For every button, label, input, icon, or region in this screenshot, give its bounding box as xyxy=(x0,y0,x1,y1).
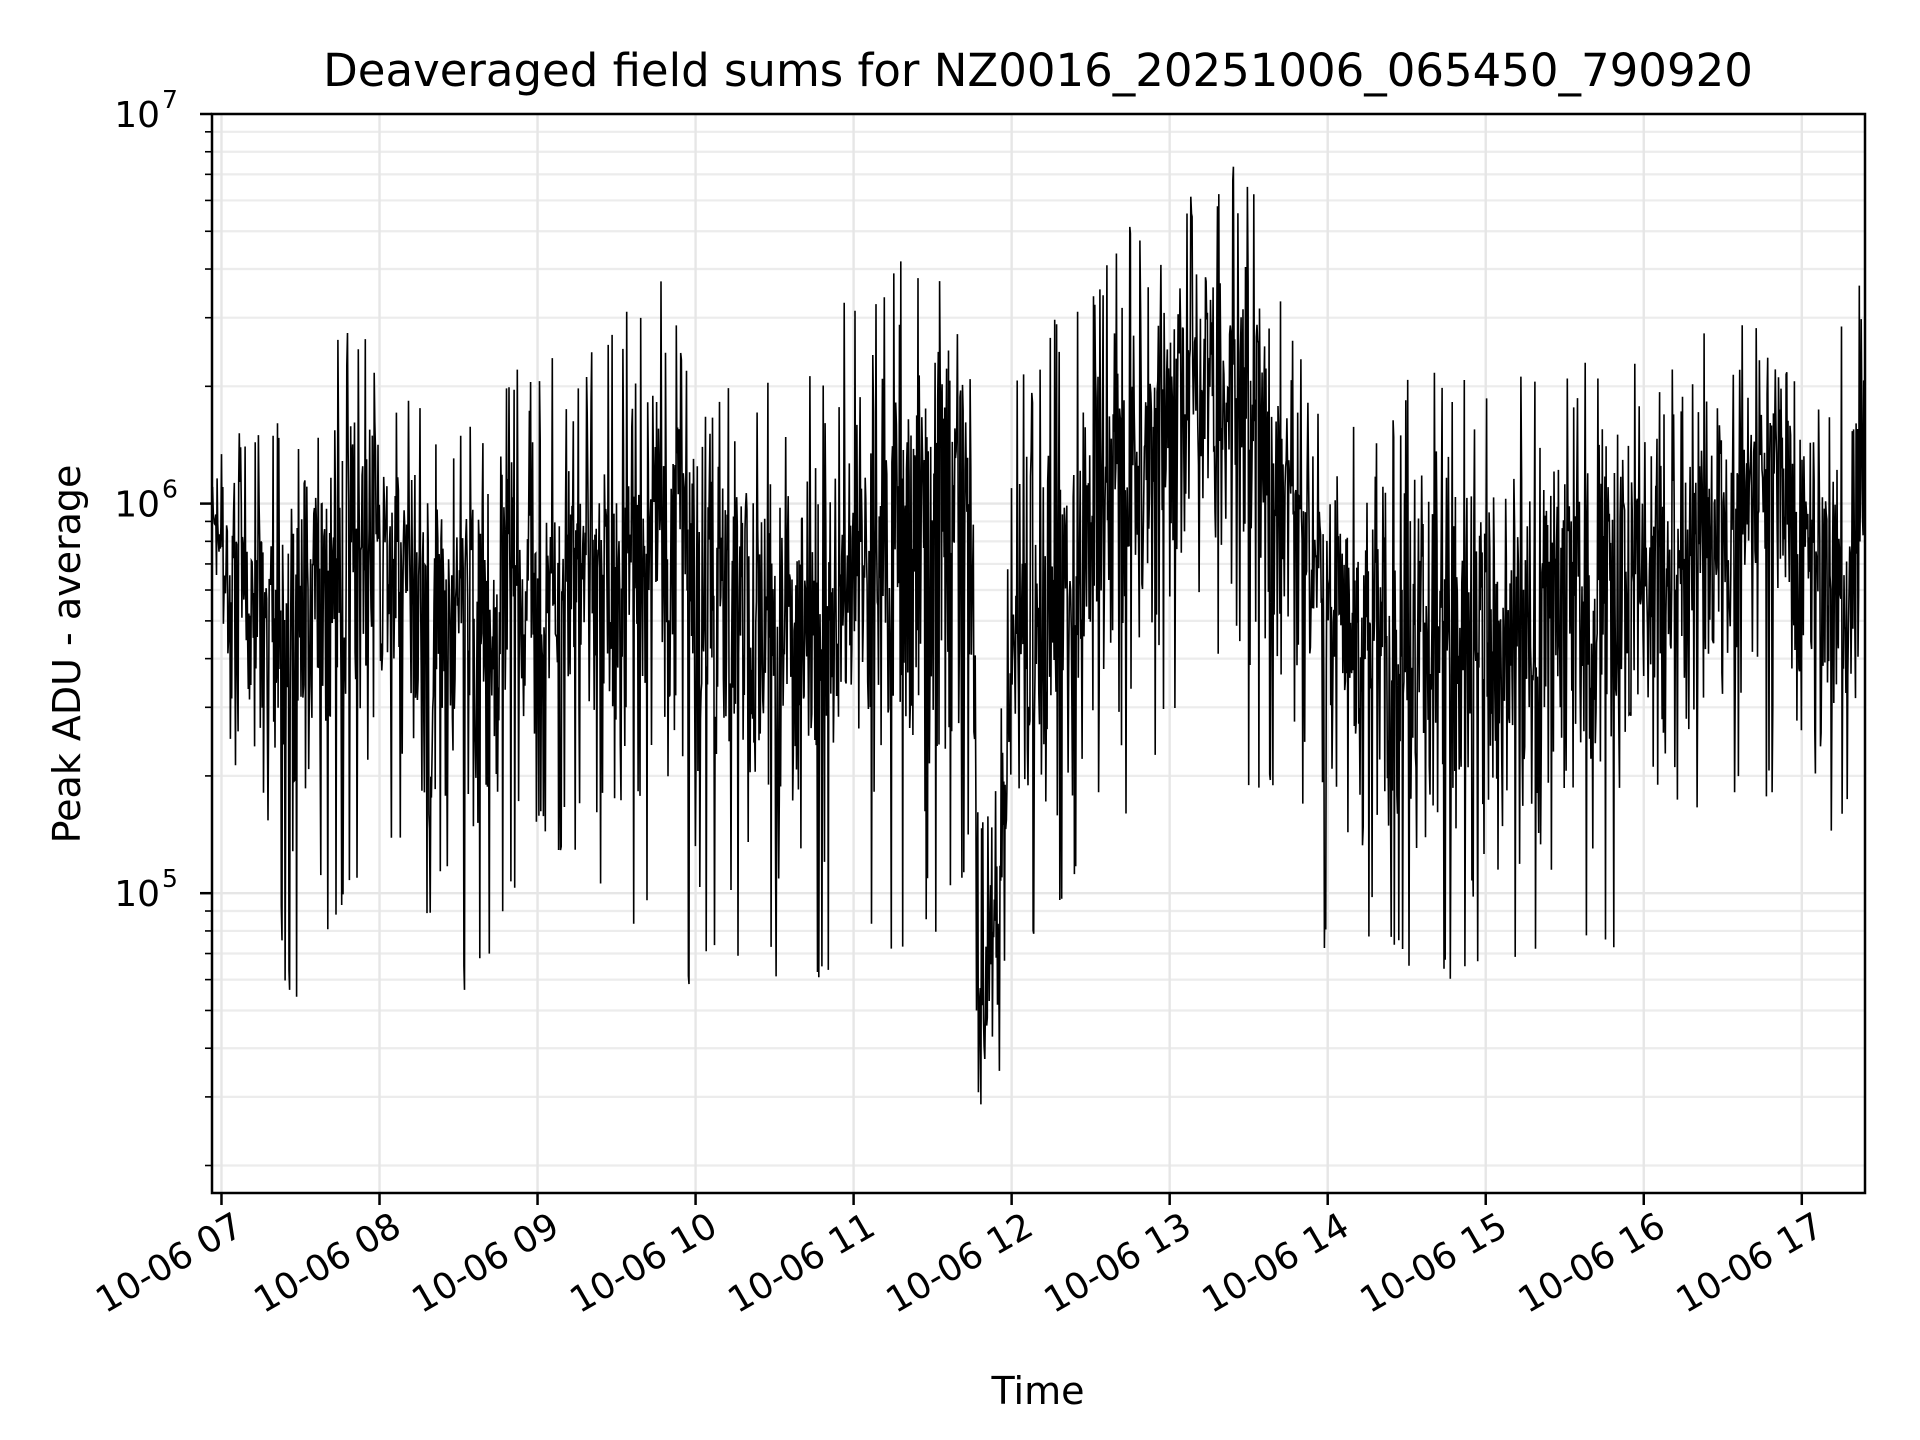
x-tick-label: 10-06 09 xyxy=(405,1205,566,1321)
y-axis-label: Peak ADU - average xyxy=(45,465,89,844)
x-axis-label: Time xyxy=(991,1369,1085,1413)
chart-title: Deaveraged field sums for NZ0016_2025100… xyxy=(323,44,1753,97)
x-tick-label: 10-06 14 xyxy=(1196,1205,1357,1321)
x-tick-label: 10-06 07 xyxy=(89,1205,250,1321)
x-tick-label: 10-06 08 xyxy=(247,1205,408,1321)
y-tick-label: 10 xyxy=(114,95,160,136)
x-tick-label: 10-06 13 xyxy=(1037,1205,1198,1321)
y-tick-exponent: 5 xyxy=(162,864,178,893)
x-tick-label: 10-06 17 xyxy=(1670,1205,1831,1321)
x-tick-label: 10-06 11 xyxy=(721,1205,882,1321)
plot-frame xyxy=(210,112,1867,1195)
x-tick-label: 10-06 16 xyxy=(1512,1205,1673,1321)
x-tick-label: 10-06 15 xyxy=(1354,1205,1515,1321)
y-tick-exponent: 7 xyxy=(162,85,178,114)
y-axis-minor-ticks xyxy=(205,131,212,1167)
y-tick-label: 10 xyxy=(114,874,160,915)
y-tick-label: 10 xyxy=(114,485,160,526)
x-tick-label: 10-06 10 xyxy=(563,1205,724,1321)
data-series-line xyxy=(211,166,1866,1105)
y-tick-exponent: 6 xyxy=(162,475,178,504)
x-tick-label: 10-06 12 xyxy=(879,1205,1040,1321)
